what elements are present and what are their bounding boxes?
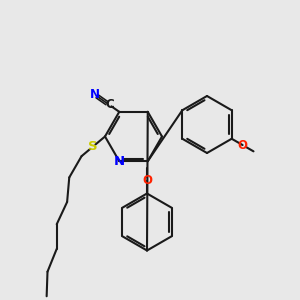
Text: N: N <box>114 155 125 168</box>
Text: O: O <box>142 174 152 188</box>
Text: N: N <box>90 88 100 101</box>
Text: S: S <box>88 140 98 153</box>
Text: O: O <box>238 139 248 152</box>
Text: C: C <box>105 98 114 111</box>
